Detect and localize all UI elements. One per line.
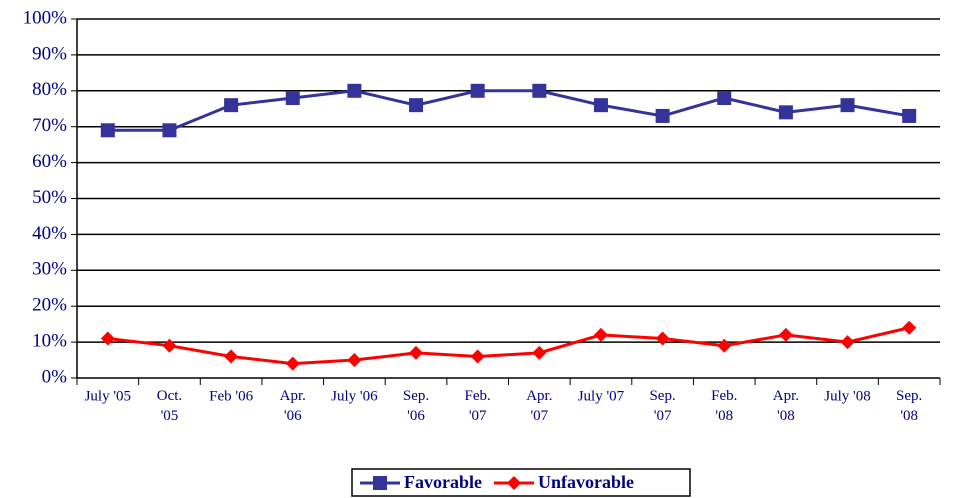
marker <box>100 331 115 346</box>
y-tick-label: 100% <box>23 7 68 28</box>
marker <box>655 108 670 123</box>
legend-label: Favorable <box>404 472 482 492</box>
x-tick-label: Sep. '06 <box>403 388 429 424</box>
y-tick-label: 70% <box>32 115 67 136</box>
marker <box>162 123 177 138</box>
marker <box>902 320 917 335</box>
marker <box>470 349 485 364</box>
marker <box>593 327 608 342</box>
marker <box>655 331 670 346</box>
marker <box>778 105 793 120</box>
x-tick-label: Feb '06 <box>209 388 253 404</box>
series-line <box>107 89 910 132</box>
x-tick-label: Apr. '08 <box>773 388 799 424</box>
x-tick-label: July '08 <box>824 388 870 404</box>
y-tick-label: 90% <box>32 43 67 64</box>
marker <box>532 83 547 98</box>
y-tick-label: 40% <box>32 223 67 244</box>
marker <box>840 98 855 113</box>
marker <box>717 338 732 353</box>
marker <box>507 476 521 490</box>
marker <box>373 476 387 490</box>
x-tick-label: Oct. '05 <box>157 388 182 424</box>
marker <box>162 338 177 353</box>
y-tick-label: 10% <box>32 330 67 351</box>
marker <box>409 345 424 360</box>
marker <box>717 90 732 105</box>
legend-label: Unfavorable <box>538 472 634 492</box>
x-tick-label: Apr. '07 <box>526 388 552 424</box>
x-tick-label: July '05 <box>85 388 131 404</box>
marker <box>778 327 793 342</box>
marker <box>347 83 362 98</box>
x-tick-label: July '06 <box>331 388 378 404</box>
x-tick-label: Sep. '08 <box>896 388 922 424</box>
y-tick-label: 50% <box>32 187 67 208</box>
marker <box>409 98 424 113</box>
x-tick-label: Apr. '06 <box>280 388 306 424</box>
x-tick-label: Feb. '07 <box>465 388 491 424</box>
marker <box>470 83 485 98</box>
y-tick-label: 80% <box>32 79 67 100</box>
y-tick-label: 30% <box>32 259 67 280</box>
marker <box>285 356 300 371</box>
x-tick-label: Feb. '08 <box>711 388 737 424</box>
y-tick-label: 0% <box>42 366 68 387</box>
y-tick-label: 60% <box>32 151 67 172</box>
marker <box>224 98 239 113</box>
marker <box>532 345 547 360</box>
marker <box>840 335 855 350</box>
x-tick-label: Sep. '07 <box>649 388 675 424</box>
x-tick-label: July '07 <box>578 388 625 404</box>
y-tick-label: 20% <box>32 295 67 316</box>
marker <box>902 108 917 123</box>
marker <box>347 353 362 368</box>
marker <box>285 90 300 105</box>
legend: Favorable Unfavorable <box>351 468 691 497</box>
marker <box>100 123 115 138</box>
series-line <box>107 326 910 366</box>
marker <box>224 349 239 364</box>
marker <box>593 98 608 113</box>
